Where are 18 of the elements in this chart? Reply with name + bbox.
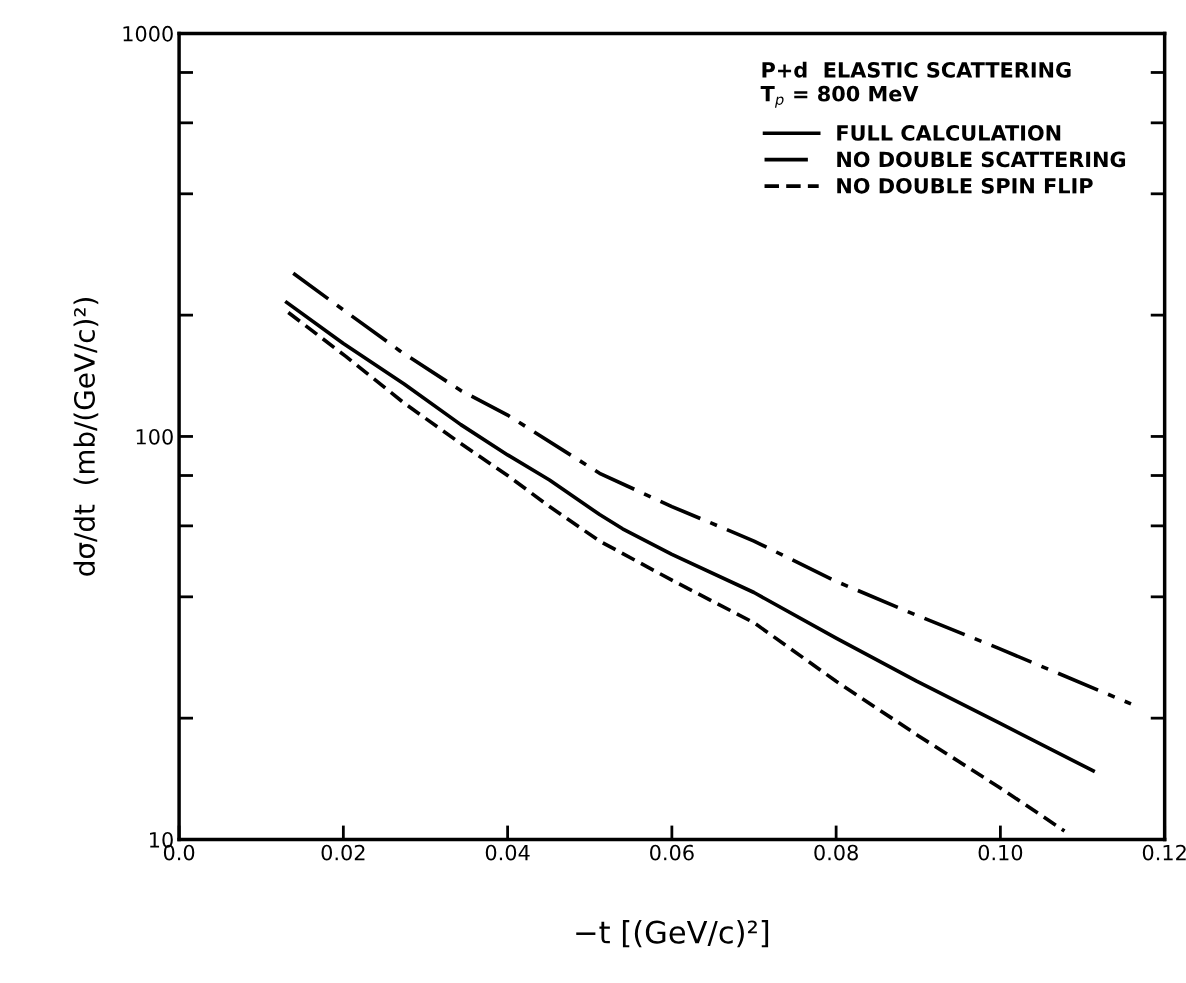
- line-series: [284, 300, 1096, 773]
- x-tick-label: 0.12: [1142, 844, 1186, 861]
- x-tick-label: 0.06: [650, 844, 694, 861]
- annotation: T$_{p}$ = 800 MeV: [760, 85, 919, 108]
- y-tick-label: 100: [136, 428, 173, 445]
- line-series: [286, 310, 1067, 833]
- x-tick-label: 0.04: [485, 844, 530, 861]
- y-axis-title: dσ/dt (mb/(GeV/c)²): [73, 298, 99, 576]
- legend-label: NO DOUBLE SPIN FLIP: [837, 177, 1093, 194]
- y-tick-label: 1000: [123, 25, 173, 42]
- x-tick-label: 0.08: [814, 844, 858, 861]
- x-tick-label: 0.02: [321, 844, 365, 861]
- legend-label: FULL CALCULATION: [837, 125, 1061, 141]
- line-series: [291, 271, 1133, 706]
- legend-label: NO DOUBLE SCATTERING: [837, 151, 1126, 168]
- x-axis-title: −t [(GeV/c)²]: [576, 920, 769, 948]
- annotation: P+d ELASTIC SCATTERING: [762, 61, 1071, 78]
- x-tick-label: 0.10: [978, 844, 1023, 861]
